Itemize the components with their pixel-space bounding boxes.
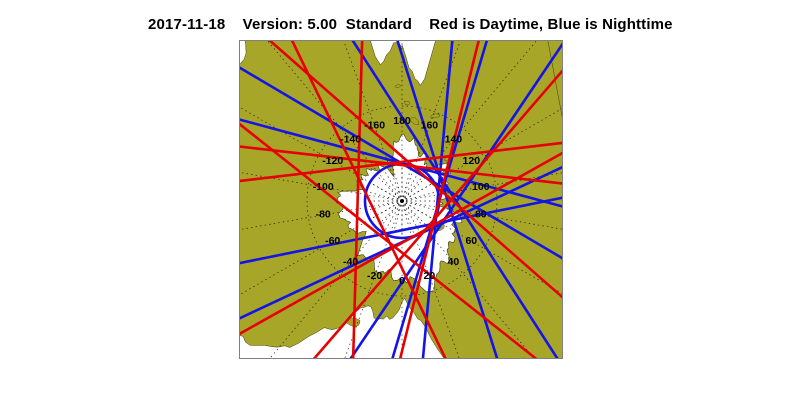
svg-text:20: 20 bbox=[424, 270, 436, 282]
svg-text:140: 140 bbox=[445, 133, 463, 145]
svg-text:180: 180 bbox=[393, 115, 411, 127]
svg-text:160: 160 bbox=[421, 120, 439, 132]
svg-text:0: 0 bbox=[399, 275, 405, 287]
svg-text:-100: -100 bbox=[313, 181, 334, 193]
svg-text:60: 60 bbox=[465, 235, 477, 247]
svg-text:-140: -140 bbox=[340, 133, 361, 145]
svg-text:100: 100 bbox=[472, 181, 490, 193]
svg-text:-120: -120 bbox=[322, 155, 343, 167]
svg-text:80: 80 bbox=[475, 209, 487, 221]
svg-text:120: 120 bbox=[463, 155, 481, 167]
svg-text:-60: -60 bbox=[325, 235, 340, 247]
svg-text:-20: -20 bbox=[367, 270, 382, 282]
svg-text:-80: -80 bbox=[316, 209, 331, 221]
svg-text:-160: -160 bbox=[364, 120, 385, 132]
svg-text:40: 40 bbox=[448, 256, 460, 268]
svg-text:-40: -40 bbox=[343, 256, 358, 268]
